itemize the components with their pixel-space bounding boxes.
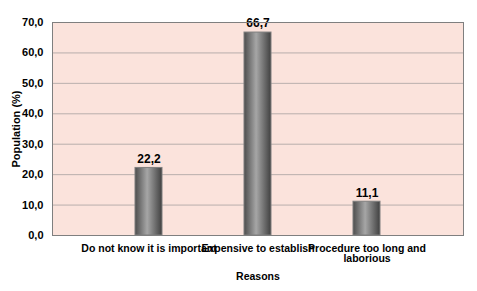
svg-text:Population (%): Population (%): [10, 90, 22, 167]
svg-text:Procedure too long andlaboriou: Procedure too long andlaborious: [308, 242, 426, 265]
svg-text:30,0: 30,0: [22, 138, 43, 150]
svg-text:40,0: 40,0: [22, 107, 43, 119]
svg-text:11,1: 11,1: [356, 186, 379, 200]
svg-text:60,0: 60,0: [22, 46, 43, 58]
svg-text:50,0: 50,0: [22, 77, 43, 89]
svg-text:20,0: 20,0: [22, 168, 43, 180]
svg-text:70,0: 70,0: [22, 16, 43, 28]
svg-text:Do not know it is important: Do not know it is important: [81, 242, 217, 254]
svg-text:0,0: 0,0: [28, 229, 43, 241]
svg-text:Expensive to establish: Expensive to establish: [201, 242, 314, 254]
svg-text:10,0: 10,0: [22, 199, 43, 211]
svg-text:66,7: 66,7: [246, 16, 270, 30]
svg-text:22,2: 22,2: [137, 152, 161, 166]
svg-text:Reasons: Reasons: [236, 270, 280, 282]
